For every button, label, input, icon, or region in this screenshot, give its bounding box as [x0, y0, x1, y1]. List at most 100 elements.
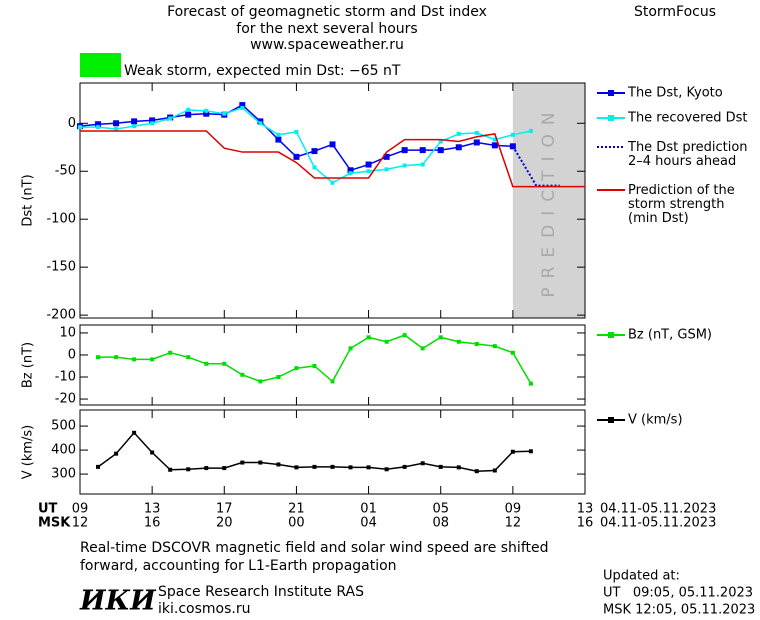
legend-label: Prediction of the storm strength (min Dst)	[628, 183, 735, 226]
point	[186, 107, 191, 112]
x-tick-label: 13	[577, 502, 594, 517]
point	[222, 466, 227, 471]
point	[348, 346, 353, 351]
updated-label: Updated at:	[603, 569, 680, 584]
point	[149, 117, 156, 124]
point	[150, 121, 155, 126]
point	[258, 121, 263, 126]
point	[492, 468, 497, 473]
y-axis-label: V (km/s)	[21, 425, 36, 480]
point	[330, 379, 335, 384]
point	[330, 464, 335, 469]
series-line	[80, 107, 532, 184]
point	[473, 139, 480, 146]
point	[114, 355, 119, 360]
point	[420, 162, 425, 167]
point	[294, 366, 299, 371]
date-range: 04.11-05.11.2023	[600, 502, 716, 517]
point	[294, 465, 299, 470]
point	[293, 153, 300, 160]
point	[474, 341, 479, 346]
point	[275, 136, 282, 143]
y-tick-label: -200	[46, 308, 76, 323]
msk-label: MSK	[38, 516, 71, 531]
legend-label: Bz (nT, GSM)	[628, 328, 712, 343]
point	[366, 169, 371, 174]
point	[437, 147, 444, 154]
series-line	[80, 130, 585, 188]
point	[492, 137, 497, 142]
point	[384, 467, 389, 472]
point	[311, 148, 318, 155]
updated-ut: UT 09:05, 05.11.2023	[603, 586, 753, 601]
point	[168, 350, 173, 355]
point	[366, 465, 371, 470]
y-tick-label: -50	[55, 164, 76, 179]
point	[186, 467, 191, 472]
y-tick-label: 0	[68, 347, 76, 362]
note: Real-time DSCOVR magnetic field and sola…	[80, 540, 549, 556]
date-range: 04.11-05.11.2023	[600, 516, 716, 531]
point	[185, 111, 192, 118]
brand: StormFocus	[634, 4, 716, 20]
x-tick-label-msk: 16	[144, 516, 161, 531]
point	[132, 124, 137, 129]
x-tick-label-msk: 00	[288, 516, 305, 531]
y-tick-label: 10	[59, 325, 76, 340]
point	[510, 350, 515, 355]
legend-label: The recovered Dst	[627, 111, 747, 126]
point	[131, 118, 138, 125]
x-tick-label-msk: 20	[216, 516, 233, 531]
point	[402, 464, 407, 469]
point	[455, 144, 462, 151]
point	[438, 335, 443, 340]
y-tick-label: -150	[46, 260, 76, 275]
legend-marker	[608, 115, 614, 121]
point	[419, 147, 426, 154]
point	[168, 467, 173, 472]
point	[383, 153, 390, 160]
point	[96, 125, 101, 130]
point	[329, 141, 336, 148]
point	[132, 357, 137, 362]
point	[456, 131, 461, 136]
institute: Space Research Institute RAS	[158, 584, 364, 600]
point	[114, 451, 119, 456]
x-tick-label: 05	[432, 502, 449, 517]
point	[240, 372, 245, 377]
point	[330, 180, 335, 185]
title-line: for the next several hours	[236, 21, 417, 37]
url: iki.cosmos.ru	[158, 601, 250, 617]
y-tick-label: 500	[51, 419, 76, 434]
point	[239, 102, 246, 109]
y-tick-label: -20	[55, 392, 76, 407]
prediction-label: PREDICTION	[539, 103, 559, 297]
point	[474, 469, 479, 474]
x-tick-label-msk: 08	[432, 516, 449, 531]
x-tick-label: 01	[360, 502, 377, 517]
prediction-zone	[512, 83, 585, 318]
y-tick-label: 400	[51, 443, 76, 458]
point	[96, 355, 101, 360]
y-tick-label: 300	[51, 467, 76, 482]
point	[456, 339, 461, 344]
point	[492, 344, 497, 349]
storm-swatch	[80, 53, 121, 77]
updated-msk: MSK 12:05, 05.11.2023	[603, 603, 755, 618]
point	[402, 333, 407, 338]
x-tick-label: 13	[144, 502, 161, 517]
legend-label: The Dst, Kyoto	[627, 86, 723, 101]
x-tick-label-msk: 16	[577, 516, 594, 531]
point	[312, 363, 317, 368]
point	[258, 379, 263, 384]
point	[347, 167, 354, 174]
x-tick-label-msk: 12	[505, 516, 522, 531]
point	[96, 464, 101, 469]
point	[528, 449, 533, 454]
point	[384, 167, 389, 172]
y-tick-label: -10	[55, 370, 76, 385]
x-tick-label: 09	[505, 502, 522, 517]
title-line: www.spaceweather.ru	[250, 37, 404, 53]
point	[204, 108, 209, 113]
